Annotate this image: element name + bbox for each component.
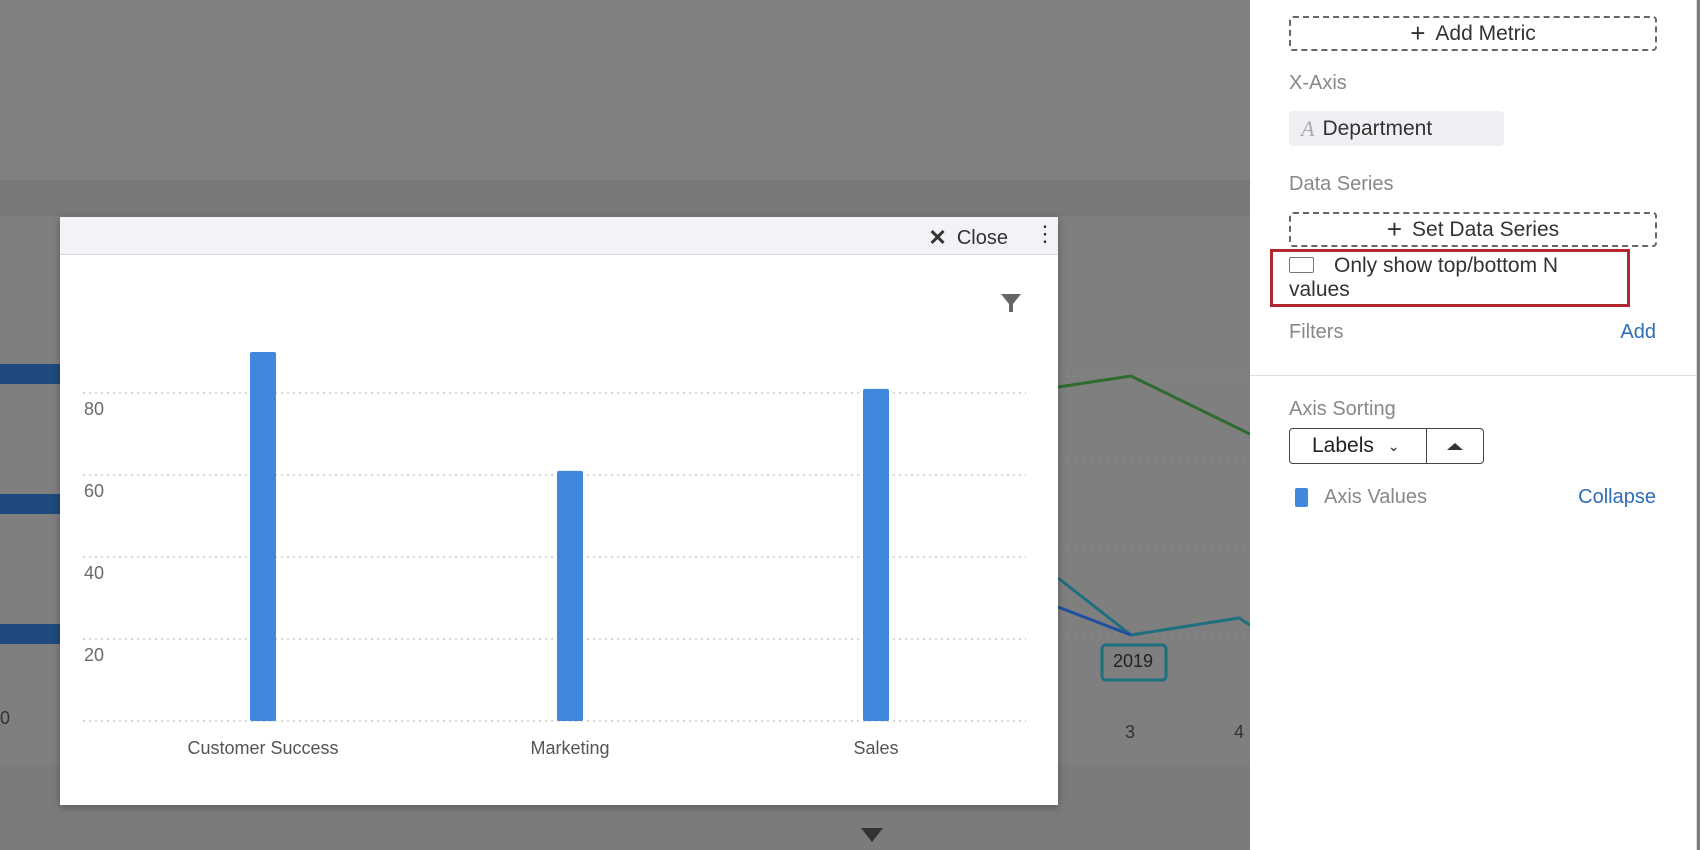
dimmed-header xyxy=(0,0,1250,180)
filters-heading: Filters xyxy=(1289,321,1344,343)
sort-direction-button[interactable] xyxy=(1426,428,1484,464)
bg-series-line xyxy=(1057,576,1250,637)
chart-modal: ✕ Close ⋮ 80 60 40 20 Customer Success M… xyxy=(60,217,1058,805)
highlight-box xyxy=(1270,249,1630,307)
bg-bar xyxy=(0,494,60,514)
bg-bar xyxy=(0,624,60,644)
close-button[interactable]: ✕ Close xyxy=(928,225,1008,251)
x-axis-heading: X-Axis xyxy=(1289,72,1347,94)
y-tick-label: 20 xyxy=(84,645,105,665)
funnel-icon[interactable] xyxy=(1000,292,1022,319)
bg-tick: 0 xyxy=(0,708,11,728)
bar-chart xyxy=(83,352,1026,722)
add-metric-button[interactable]: + Add Metric xyxy=(1289,16,1657,51)
chevron-down-icon: ⌄ xyxy=(1387,437,1400,454)
series-color-swatch[interactable] xyxy=(1295,488,1308,507)
y-tick-label: 60 xyxy=(84,481,105,501)
axis-values-label: Axis Values xyxy=(1324,486,1428,508)
close-label: Close xyxy=(956,226,1008,249)
plus-icon: + xyxy=(1386,214,1403,244)
bg-bar xyxy=(0,364,60,384)
y-tick-label: 40 xyxy=(84,563,105,583)
axis-sorting-value: Labels xyxy=(1312,434,1374,457)
bg-tooltip-label: 2019 xyxy=(1113,651,1154,671)
x-category-label: Customer Success xyxy=(187,738,339,758)
collapse-link[interactable]: Collapse xyxy=(1578,486,1656,508)
divider xyxy=(1250,375,1697,376)
add-filter-link[interactable]: Add xyxy=(1620,321,1656,343)
bg-x-tick: 3 xyxy=(1125,722,1136,742)
bg-series-line xyxy=(1057,374,1250,436)
bar-customer-success[interactable] xyxy=(250,352,276,721)
y-tick-label: 80 xyxy=(84,399,105,419)
add-metric-label: Add Metric xyxy=(1435,21,1536,45)
chart-settings-sidebar: + Add Metric X-Axis A Department Data Se… xyxy=(1250,0,1697,850)
x-icon: ✕ xyxy=(928,225,947,250)
bg-tooltip-box xyxy=(1100,643,1168,682)
bg-funnel-icon xyxy=(861,828,883,842)
top-bottom-label-cont: values xyxy=(1289,278,1350,301)
bar-marketing[interactable] xyxy=(557,470,583,721)
x-category-label: Sales xyxy=(853,738,899,758)
bg-x-tick: 4 xyxy=(1234,722,1245,742)
x-axis-field-chip[interactable]: A Department xyxy=(1289,111,1504,146)
x-axis-field-label: Department xyxy=(1322,116,1433,140)
plus-icon: + xyxy=(1410,18,1426,48)
modal-header: ✕ Close ⋮ xyxy=(60,217,1058,255)
set-data-series-button[interactable]: + Set Data Series xyxy=(1289,212,1657,247)
text-type-icon: A xyxy=(1301,115,1315,141)
x-category-label: Marketing xyxy=(530,738,610,758)
bg-line-chart xyxy=(1057,374,1250,682)
triangle-up-icon xyxy=(1447,442,1463,450)
top-bottom-checkbox[interactable] xyxy=(1289,257,1314,273)
top-bottom-label: Only show top/bottom N xyxy=(1334,254,1559,277)
bg-series-line xyxy=(1057,605,1132,637)
data-series-heading: Data Series xyxy=(1289,173,1394,195)
set-data-series-label: Set Data Series xyxy=(1412,217,1560,241)
bar-sales[interactable] xyxy=(863,388,889,721)
axis-sorting-dropdown[interactable]: Labels ⌄ xyxy=(1289,428,1427,464)
axis-sorting-heading: Axis Sorting xyxy=(1289,398,1396,420)
dimmed-panel-header xyxy=(0,180,1250,216)
